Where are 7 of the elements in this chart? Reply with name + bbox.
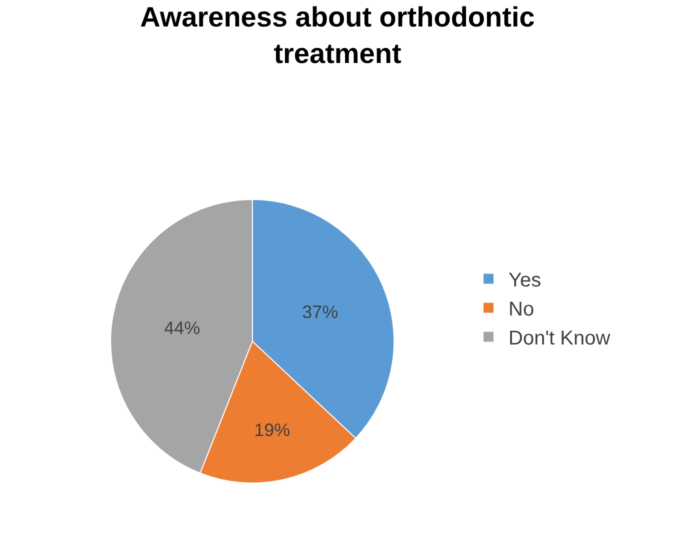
legend-label: No xyxy=(508,298,534,320)
data-label: 37% xyxy=(302,302,338,322)
legend-label: Yes xyxy=(508,269,542,292)
chart-title: Awareness about orthodontic treatment xyxy=(140,2,535,70)
legend-label: Don't Know xyxy=(508,327,611,350)
data-label: 44% xyxy=(164,318,200,338)
data-label: 19% xyxy=(254,420,290,440)
